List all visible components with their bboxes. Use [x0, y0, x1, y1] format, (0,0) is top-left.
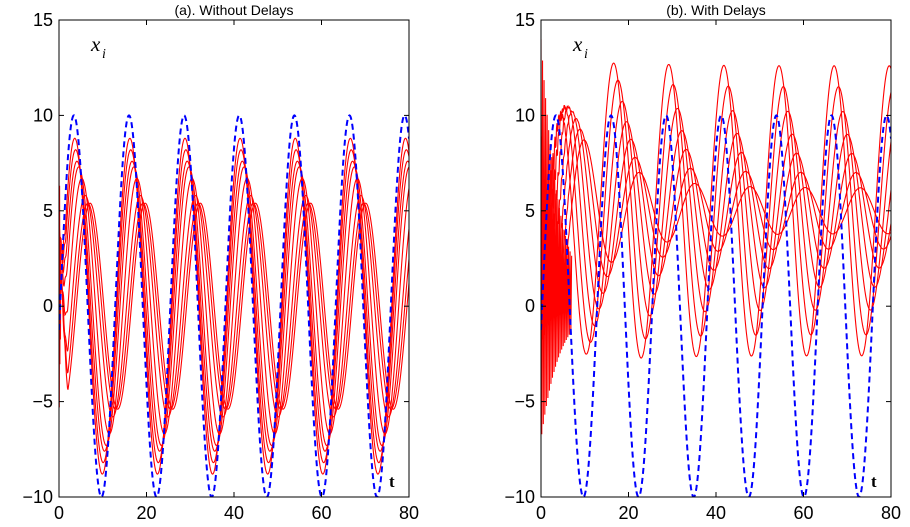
y-tick-label: −5: [32, 392, 53, 412]
agent-series-line-7: [59, 202, 409, 410]
agent-series-line-2: [59, 160, 409, 452]
chart-panel-2: 0 20 40 60 80 −10 −5 0 5 10 15 (b). With Delays x i t: [504, 2, 901, 523]
x-tick-label: 60: [793, 503, 813, 523]
agent-series-line-8: [59, 202, 409, 410]
x-tick-label: 0: [536, 503, 546, 523]
agent-series-line-1: [59, 166, 409, 447]
agent-series-line-6: [59, 194, 409, 418]
x-tick-label: 80: [881, 503, 901, 523]
y-tick-label: 5: [525, 201, 535, 221]
y-axis-label: x: [90, 32, 101, 56]
plot-frame: [540, 19, 892, 498]
y-tick-label: 0: [43, 296, 53, 316]
y-tick-label: 10: [515, 105, 535, 125]
y-tick-label: −5: [514, 392, 535, 412]
y-tick-label: −10: [504, 487, 535, 507]
plot-area: [541, 39, 891, 497]
x-tick-label: 40: [224, 503, 244, 523]
y-tick-label: 15: [515, 10, 535, 30]
agent-series-line-4: [541, 110, 891, 332]
x-tick-label: 40: [706, 503, 726, 523]
agent-series-line-3: [541, 100, 891, 328]
agent-series-line-5: [541, 117, 891, 340]
y-tick-label: 10: [33, 105, 53, 125]
agent-series-line-2: [541, 79, 891, 343]
x-tick-label: 60: [311, 503, 331, 523]
y-tick-label: 5: [43, 201, 53, 221]
x-axis-label: t: [389, 472, 395, 491]
reference-series-line: [59, 114, 409, 497]
y-axis-label-subscript: i: [584, 47, 588, 62]
x-tick-label: 20: [618, 503, 638, 523]
agent-series-line-1: [541, 62, 891, 359]
x-tick-label: 0: [54, 503, 64, 523]
agent-series-line-3: [59, 149, 409, 464]
reference-series-line: [541, 114, 891, 497]
agent-series-line-5: [59, 177, 409, 435]
y-tick-label: 15: [33, 10, 53, 30]
chart-title: (b). With Delays: [666, 2, 766, 18]
chart-title: (a). Without Delays: [174, 2, 293, 18]
x-tick-label: 20: [136, 503, 156, 523]
x-axis-label: t: [871, 472, 877, 491]
x-tick-label: 80: [399, 503, 419, 523]
agent-series-line-7: [541, 139, 891, 336]
y-axis-label: x: [572, 32, 583, 56]
y-tick-label: 0: [525, 296, 535, 316]
chart-panel-1: 0 20 40 60 80 −10 −5 0 5 10 15 (a). Without Delays x…: [22, 2, 419, 523]
y-axis-label-subscript: i: [102, 47, 106, 62]
initial-transient-line: [541, 39, 573, 435]
agent-series-line-6: [541, 115, 891, 341]
plot-area: [59, 96, 409, 497]
y-tick-label: −10: [22, 487, 53, 507]
agent-series-line-4: [59, 137, 409, 475]
